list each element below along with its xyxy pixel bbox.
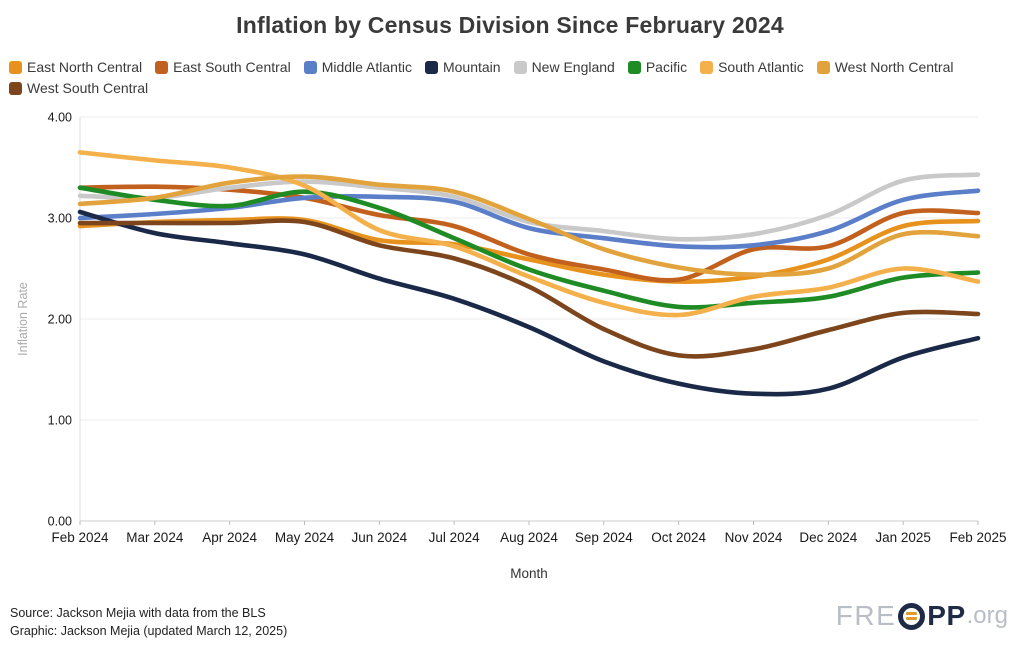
legend-swatch-icon (816, 60, 830, 74)
legend-label: South Atlantic (718, 59, 804, 75)
legend-swatch-icon (700, 60, 714, 74)
legend-label: Middle Atlantic (321, 59, 412, 75)
legend-label: West South Central (27, 80, 149, 96)
x-tick-label: Jan 2025 (875, 530, 931, 545)
x-tick-label: Mar 2024 (126, 530, 184, 545)
x-axis-title: Month (510, 566, 548, 581)
legend-swatch-icon (9, 81, 22, 95)
logo-o-icon (898, 602, 926, 630)
x-tick-label: Oct 2024 (651, 530, 706, 545)
logo-bar-icon (906, 617, 918, 620)
x-tick-label: Jun 2024 (352, 530, 408, 545)
legend-label: East North Central (27, 59, 143, 75)
line-chart: 0.00 1.00 2.00 3.00 4.00 Feb 2024 Mar 2024 Apr … (16, 111, 1007, 582)
legend-label: East South Central (173, 59, 291, 75)
freopp-logo: FRE PP .org (836, 600, 1008, 632)
legend-item-east-north-central: East North Central (9, 59, 142, 75)
x-tick-label: Sep 2024 (575, 530, 633, 545)
series-line-south-atlantic (77, 150, 981, 318)
graphic-line: Graphic: Jackson Mejia (updated March 12… (10, 624, 288, 638)
logo-bar-icon (906, 612, 918, 615)
legend-swatch-icon (627, 60, 641, 74)
legend-item-east-south-central: East South Central (155, 59, 291, 75)
legend-swatch-icon (424, 60, 438, 74)
x-tick-label: Jul 2024 (429, 530, 481, 545)
x-tick-label: Nov 2024 (725, 530, 783, 545)
legend-item-west-north-central: West North Central (816, 59, 954, 75)
logo-text-org: .org (966, 602, 1008, 629)
legend-label: Mountain (442, 59, 501, 75)
legend-swatch-icon (303, 60, 317, 74)
series-line-pacific (77, 185, 981, 310)
y-tick-label: 0.00 (48, 515, 72, 529)
chart-legend: East North Central East South Central Midd… (9, 59, 1011, 96)
legend-swatch-icon (9, 60, 22, 74)
y-tick-label: 3.00 (48, 212, 72, 226)
legend-item-south-atlantic: South Atlantic (700, 59, 804, 75)
x-tick-label: Apr 2024 (202, 530, 257, 545)
series-line-east-south-central (77, 184, 981, 283)
source-line: Source: Jackson Mejia with data from the… (10, 606, 266, 620)
x-tick-label: Feb 2025 (949, 530, 1006, 545)
series-line-west-north-central (77, 174, 981, 277)
series-line-new-england (77, 172, 981, 242)
legend-label: Pacific (645, 59, 688, 75)
legend-item-pacific: Pacific (627, 59, 688, 75)
legend-swatch-icon (155, 60, 169, 74)
logo-text-fre: FRE (835, 600, 897, 631)
logo-text-pp: PP (927, 600, 966, 631)
chart-footer: Source: Jackson Mejia with data from the… (10, 604, 287, 640)
chart-title: Inflation by Census Division Since Febru… (236, 12, 784, 38)
legend-label: West North Central (834, 59, 954, 75)
legend-item-new-england: New England (513, 59, 615, 75)
series-line-east-north-central (77, 216, 981, 284)
series-line-mountain (77, 209, 981, 397)
legend-item-mountain: Mountain (424, 59, 501, 75)
y-axis-title: Inflation Rate (16, 282, 30, 356)
legend-item-middle-atlantic: Middle Atlantic (303, 59, 412, 75)
x-tick-label: Feb 2024 (51, 530, 109, 545)
y-tick-label: 1.00 (48, 414, 72, 428)
y-tick-label: 2.00 (48, 313, 72, 327)
legend-swatch-icon (513, 60, 527, 74)
x-tick-label: May 2024 (275, 530, 335, 545)
x-tick-label: Aug 2024 (500, 530, 558, 545)
y-tick-label: 4.00 (48, 111, 72, 125)
legend-label: New England (531, 59, 615, 75)
series-line-west-south-central (77, 218, 981, 359)
legend-item-west-south-central: West South Central (9, 80, 148, 96)
x-tick-label: Dec 2024 (799, 530, 857, 545)
